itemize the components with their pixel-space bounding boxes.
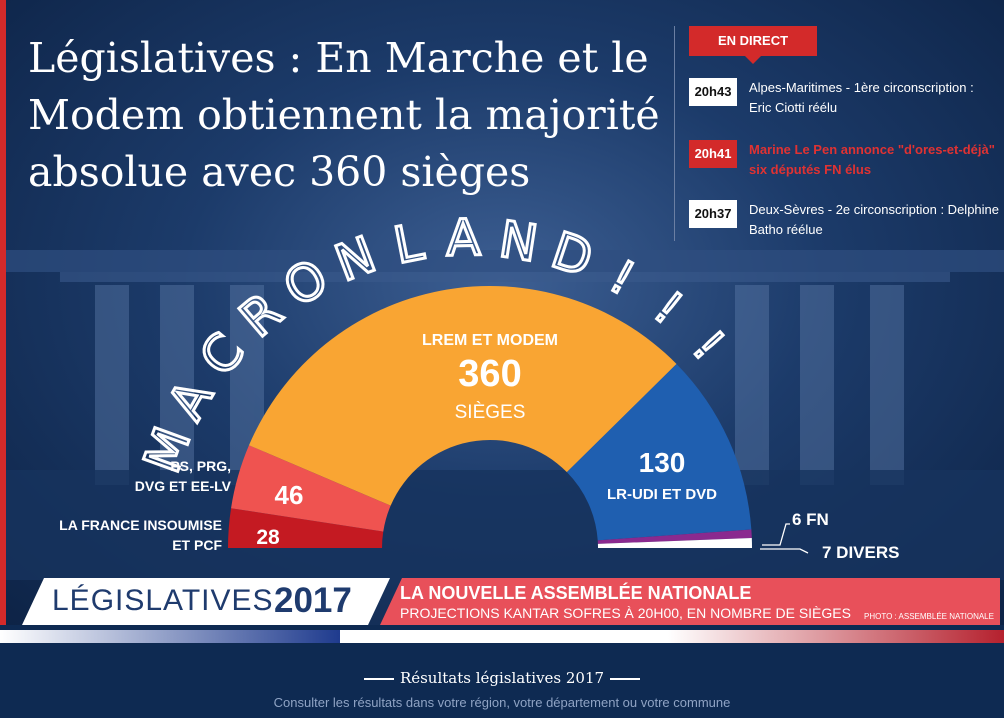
- headline[interactable]: Législatives : En Marche et le Modem obt…: [28, 34, 660, 196]
- slice-1: [231, 445, 391, 532]
- callout-label: 7 DIVERS: [822, 543, 899, 562]
- photo-credit: PHOTO : ASSEMBLÉE NATIONALE: [864, 612, 994, 621]
- category-label: PS, PRG,: [170, 458, 231, 474]
- category-label: LREM ET MODEM: [422, 332, 558, 349]
- annotation-letter: L: [389, 213, 428, 275]
- banner-subtitle: PROJECTIONS KANTAR SOFRES À 20H00, EN NO…: [400, 605, 851, 621]
- slice-4: [597, 529, 752, 544]
- slice-0: [228, 508, 384, 548]
- slice-2: [248, 285, 677, 506]
- annotation-letter: !: [601, 249, 643, 305]
- hero-visual: Législatives : En Marche et le Modem obt…: [0, 0, 1004, 625]
- news-text[interactable]: Marine Le Pen annonce "d'ores-et-déjà" s…: [749, 142, 995, 177]
- live-badge: EN DIRECT: [689, 26, 817, 64]
- value-label: 130: [639, 447, 686, 478]
- footer-title-text[interactable]: Résultats législatives 2017: [399, 669, 605, 687]
- annotation-letter: N: [328, 225, 384, 293]
- seat-chart: 28 46 360 130 LREM ET MODEM SIÈGES LR-UDI ET D…: [59, 207, 899, 562]
- annotation-letter: O: [274, 248, 337, 318]
- annotation-letter: A: [446, 209, 481, 268]
- news-time: 20h43: [689, 78, 737, 106]
- footer-subtitle[interactable]: Consulter les résultats dans votre régio…: [273, 695, 731, 710]
- slice-5: [597, 538, 752, 548]
- annotation-letter: N: [496, 210, 542, 273]
- annotation-letter: !: [682, 320, 734, 370]
- accent-bar: [0, 0, 6, 625]
- annotation-letter: !: [644, 281, 692, 335]
- banner-title-box: LÉGISLATIVES 2017: [22, 578, 390, 625]
- footer-title[interactable]: Résultats législatives 2017: [0, 669, 1004, 687]
- annotation-letter: A: [157, 371, 224, 430]
- annotation-letter: R: [229, 282, 293, 349]
- banner-subtitle-box: LA NOUVELLE ASSEMBLÉE NATIONALE PROJECTI…: [380, 578, 1000, 625]
- results-footer[interactable]: Résultats législatives 2017 Consulter le…: [0, 643, 1004, 718]
- category-label: DVG ET EE-LV: [135, 478, 232, 494]
- assembly-building-background: [0, 250, 1004, 485]
- annotation-letter: D: [545, 221, 600, 288]
- leader-line: [762, 523, 790, 546]
- news-time: 20h41: [689, 140, 737, 168]
- news-text[interactable]: Alpes-Maritimes - 1ère circonscription :…: [749, 80, 974, 115]
- category-label: ET PCF: [172, 537, 222, 553]
- banner-year: 2017: [274, 581, 352, 620]
- category-label: SIÈGES: [455, 402, 526, 423]
- value-label: 46: [275, 480, 304, 510]
- category-label: LA FRANCE INSOUMISE: [59, 517, 222, 533]
- news-time: 20h37: [689, 200, 737, 228]
- banner-word: LÉGISLATIVES: [52, 584, 274, 617]
- value-label: 28: [256, 526, 280, 549]
- slice-3: [566, 364, 752, 541]
- callout-label: 6 FN: [792, 510, 829, 529]
- news-text[interactable]: Deux-Sèvres - 2e circonscription : Delph…: [749, 202, 999, 237]
- leader-line: [760, 548, 809, 554]
- category-label: LR-UDI ET DVD: [607, 486, 717, 503]
- tricolor-stripe: [0, 630, 1004, 643]
- legislatives-banner: LÉGISLATIVES 2017 LA NOUVELLE ASSEMBLÉE …: [0, 578, 1004, 625]
- banner-title: LA NOUVELLE ASSEMBLÉE NATIONALE: [400, 583, 752, 603]
- live-feed: EN DIRECT 20h43 Alpes-Maritimes - 1ère c…: [674, 26, 1004, 241]
- annotation-letter: C: [189, 323, 256, 387]
- value-label: 360: [458, 353, 521, 395]
